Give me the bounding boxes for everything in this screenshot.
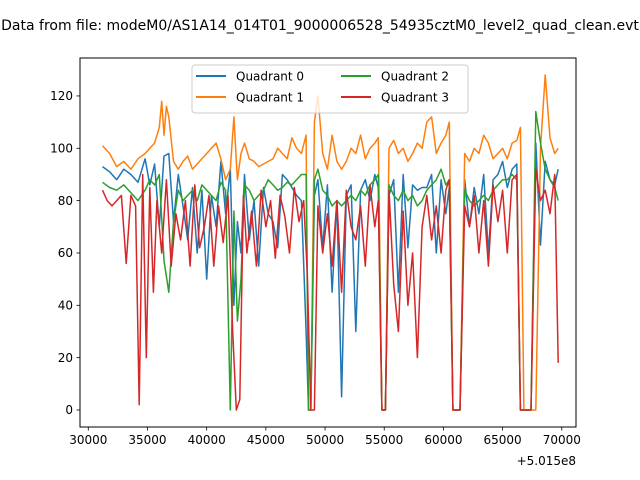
x-tick-label: 30000 bbox=[69, 433, 107, 447]
x-tick-label: 50000 bbox=[306, 433, 344, 447]
plot-area bbox=[101, 74, 559, 411]
y-tick-label: 0 bbox=[65, 403, 73, 417]
legend-label-quadrant-1: Quadrant 1 bbox=[236, 91, 304, 105]
y-tick-label: 80 bbox=[58, 194, 73, 208]
legend-box bbox=[191, 64, 469, 114]
y-tick-label: 40 bbox=[58, 299, 73, 313]
legend-label-quadrant-0: Quadrant 0 bbox=[236, 70, 304, 84]
series-line-quadrant-3 bbox=[101, 168, 559, 411]
series-line-quadrant-0 bbox=[102, 142, 559, 411]
y-axis: 0 20 40 60 80 100 120 bbox=[50, 89, 80, 417]
legend-label-quadrant-2: Quadrant 2 bbox=[381, 70, 449, 84]
chart-title: Data from file: modeM0/AS1A14_014T01_900… bbox=[1, 18, 639, 34]
series-line-quadrant-1 bbox=[101, 74, 559, 411]
x-tick-label: 45000 bbox=[247, 433, 285, 447]
x-axis: 30000 35000 40000 45000 50000 55000 60000 65000… bbox=[69, 427, 581, 447]
y-tick-label: 60 bbox=[58, 246, 73, 260]
y-tick-label: 120 bbox=[50, 89, 73, 103]
y-tick-label: 20 bbox=[58, 351, 73, 365]
y-tick-label: 100 bbox=[50, 141, 73, 155]
x-tick-label: 70000 bbox=[543, 433, 581, 447]
x-tick-label: 60000 bbox=[424, 433, 462, 447]
legend-label-quadrant-3: Quadrant 3 bbox=[381, 91, 449, 105]
x-tick-label: 65000 bbox=[484, 433, 522, 447]
x-tick-label: 35000 bbox=[128, 433, 166, 447]
x-axis-offset-label: +5.015e8 bbox=[517, 454, 576, 468]
x-tick-label: 55000 bbox=[365, 433, 403, 447]
plot-frame bbox=[79, 57, 577, 428]
legend: Quadrant 0 Quadrant 1 Quadrant 2 Quadrant 3 bbox=[191, 64, 469, 114]
x-tick-label: 40000 bbox=[188, 433, 226, 447]
